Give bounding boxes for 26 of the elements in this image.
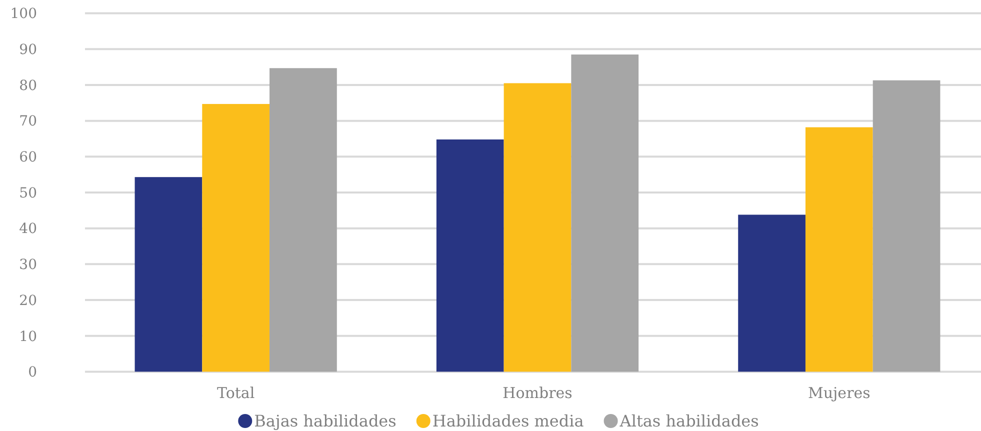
y-tick-label: 0 bbox=[28, 364, 37, 381]
y-tick-label: 40 bbox=[19, 221, 37, 238]
y-tick-label: 10 bbox=[19, 328, 37, 345]
bar bbox=[872, 80, 940, 372]
bar bbox=[134, 177, 202, 372]
bar bbox=[738, 214, 806, 372]
legend-label: Bajas habilidades bbox=[254, 412, 396, 430]
x-tick-label: Hombres bbox=[502, 384, 572, 402]
y-tick-label: 20 bbox=[19, 292, 37, 309]
bar bbox=[805, 127, 873, 372]
bar bbox=[504, 83, 572, 372]
bar bbox=[571, 54, 639, 372]
y-tick-label: 60 bbox=[19, 150, 37, 166]
y-tick-label: 30 bbox=[19, 257, 37, 274]
y-tick-label: 50 bbox=[19, 185, 37, 202]
x-tick-label: Total bbox=[217, 384, 255, 402]
x-tick-label: Mujeres bbox=[808, 384, 870, 402]
bar bbox=[436, 139, 504, 372]
y-tick-label: 80 bbox=[19, 78, 37, 94]
legend-label: Habilidades media bbox=[432, 412, 584, 430]
bar bbox=[270, 68, 337, 372]
bar bbox=[202, 104, 270, 372]
legend-label: Altas habilidades bbox=[618, 412, 759, 430]
y-tick-label: 70 bbox=[19, 114, 37, 130]
y-tick-label: 100 bbox=[10, 6, 37, 22]
y-tick-label: 90 bbox=[19, 42, 37, 58]
